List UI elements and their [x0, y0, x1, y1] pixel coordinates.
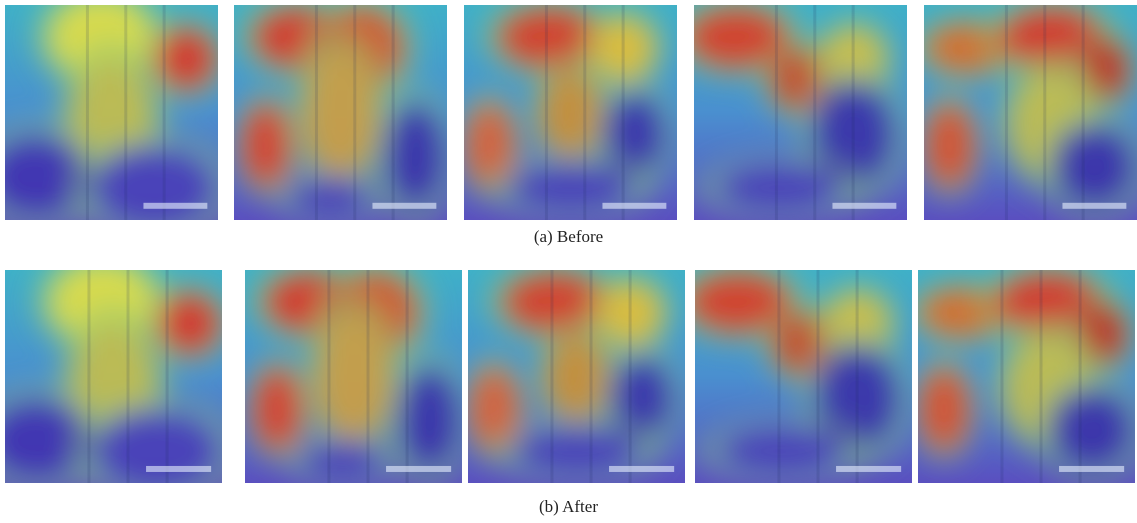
- heatmap-image: [667, 0, 909, 221]
- heatmap-image: [905, 260, 1137, 485]
- caption: (a) Before: [0, 227, 1137, 247]
- heatmap-image: [456, 0, 677, 221]
- heatmap-image: [0, 247, 242, 507]
- heatmap-image: [460, 260, 685, 484]
- heatmap-image: [244, 257, 472, 489]
- heatmap-grid: [0, 0, 1137, 523]
- heatmap-image: [0, 0, 237, 244]
- heatmap-image: [668, 260, 914, 484]
- caption: (b) After: [0, 497, 1137, 517]
- heatmap-image: [911, 0, 1137, 222]
- figure: (a) Before (b) After: [0, 0, 1137, 523]
- heatmap-image: [233, 0, 457, 226]
